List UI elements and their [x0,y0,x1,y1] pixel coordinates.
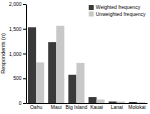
tick: Kauai [90,104,103,110]
axis-line [26,5,27,104]
legend-item: Weighted frequency [89,4,141,10]
tick-mark [23,103,26,104]
bar [137,102,145,103]
tick-label: Kauai [90,104,103,110]
tick-label: Lanai [111,104,123,110]
bar [56,26,64,103]
bars [28,26,145,103]
tick: Molokai [128,104,145,110]
tick: 500 [13,75,26,81]
legend-swatch [89,5,94,10]
tick-label: Big Island [65,104,87,110]
bar [48,42,56,103]
legend-item: Unweighted frequency [89,11,146,17]
legend-swatch [89,12,94,17]
x-axis: Oahu MauiBig IslandKauai Lanai Molokai [27,104,148,111]
tick-mark [23,29,26,30]
legend-label: Unweighted frequency [96,11,146,17]
tick-label: Oahu [30,104,42,110]
tick: 1,500 [9,26,26,32]
y-axis-title: Respondents (n) [0,33,6,74]
tick: 1,000 [9,51,26,57]
bar [117,102,125,103]
tick-mark [23,4,26,5]
chart: 0 500 1,000 1,500 2,000 Oahu MauiBig IslandKau… [0,0,150,114]
plot: 0 500 1,000 1,500 2,000 Oahu MauiBig IslandKau… [9,1,148,110]
bar [76,63,84,103]
legend-label: Weighted frequency [96,4,141,10]
tick: Big Island [65,104,87,110]
tick-label: 0 [19,100,22,106]
tick: 0 [19,100,26,106]
bar [28,27,36,103]
tick: Oahu [30,104,42,110]
legend: Weighted frequencyUnweighted frequency [89,4,146,17]
bar [97,100,105,103]
tick: Maui [51,104,62,110]
tick-label: 500 [13,75,22,81]
tick: Lanai [111,104,123,110]
bar [36,62,44,103]
bar [68,75,76,103]
bar-series [36,26,145,103]
bar [129,102,137,103]
tick-label: 1,500 [9,26,22,32]
tick-label: 2,000 [9,1,22,7]
bar-series [28,27,137,103]
tick-mark [23,78,26,79]
y-axis: 0 500 1,000 1,500 2,000 [9,1,27,106]
tick-mark [23,54,26,55]
tick-label: Maui [51,104,62,110]
tick: 2,000 [9,1,26,7]
bar [109,102,117,103]
tick-label: 1,000 [9,51,22,57]
tick-label: Molokai [128,104,145,110]
bar [89,97,97,103]
